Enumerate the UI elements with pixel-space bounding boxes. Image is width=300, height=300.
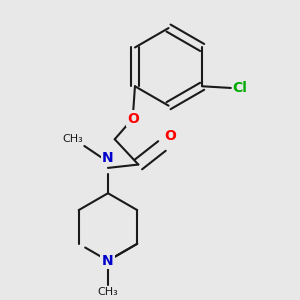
- Text: Cl: Cl: [232, 81, 247, 95]
- Text: N: N: [102, 151, 114, 164]
- Text: CH₃: CH₃: [62, 134, 83, 144]
- Text: CH₃: CH₃: [98, 287, 118, 297]
- Text: O: O: [165, 129, 176, 143]
- Text: N: N: [102, 254, 114, 268]
- Text: O: O: [127, 112, 139, 126]
